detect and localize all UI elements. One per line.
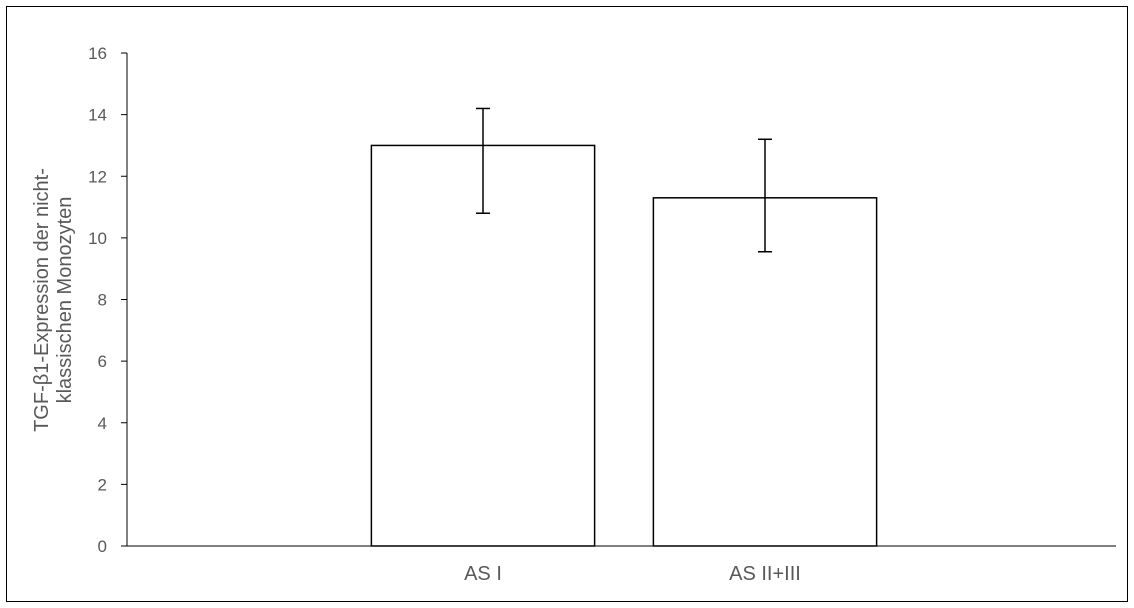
y-tick-label: 14: [88, 106, 107, 125]
y-tick-label: 16: [88, 44, 107, 63]
y-axis-title-line-1: TGF-β1-Expression der nicht-: [31, 168, 53, 432]
y-tick-label: 12: [88, 167, 107, 186]
x-category-label: AS II+III: [729, 563, 801, 585]
x-category-label: AS I: [464, 563, 502, 585]
y-tick-label: 0: [98, 537, 107, 556]
bar: [652, 197, 878, 547]
y-tick-label: 8: [98, 291, 107, 310]
chart-frame: [6, 6, 1128, 602]
y-axis-title: TGF-β1-Expression der nicht- klassischen…: [31, 168, 76, 432]
y-tick-label: 2: [98, 475, 107, 494]
y-tick-label: 10: [88, 229, 107, 248]
y-axis-title-line-2: klassischen Monozyten: [54, 197, 76, 404]
y-tick-label: 4: [98, 414, 107, 433]
y-tick-label: 6: [98, 352, 107, 371]
